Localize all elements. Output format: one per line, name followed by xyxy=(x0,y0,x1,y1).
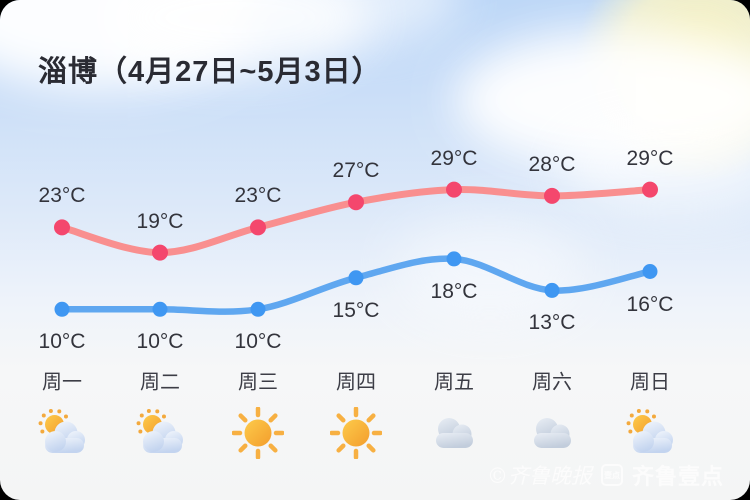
high-temp-label: 19°C xyxy=(136,209,184,233)
high-temp-point xyxy=(152,244,168,261)
day-label: 周六 xyxy=(532,371,572,394)
high-temp-point xyxy=(348,194,364,211)
cloudy-icon xyxy=(428,407,480,459)
low-temp-label: 10°C xyxy=(38,330,86,354)
day-label: 周五 xyxy=(434,371,474,394)
low-temp-label: 16°C xyxy=(626,292,674,316)
high-temp-point xyxy=(54,219,70,236)
partly-sunny-icon xyxy=(36,407,88,459)
low-temp-point xyxy=(544,282,560,298)
low-temp-label: 10°C xyxy=(136,330,184,354)
day-label: 周三 xyxy=(238,371,278,394)
high-temp-point xyxy=(250,219,266,236)
page-title: 淄博（4月27日~5月3日） xyxy=(38,56,382,88)
high-temp-point xyxy=(544,187,560,204)
watermark-brand-name: 齐鲁壹点 xyxy=(631,464,724,489)
high-temp-label: 23°C xyxy=(38,184,86,208)
watermark-press-name: ©齐鲁晚报 xyxy=(486,464,592,488)
high-temp-point xyxy=(446,181,462,198)
low-temp-point xyxy=(54,301,70,317)
low-temp-label: 13°C xyxy=(528,311,576,335)
partly-sunny-icon xyxy=(134,407,186,459)
sunny-icon xyxy=(329,406,383,460)
low-temp-label: 15°C xyxy=(332,298,380,322)
cloud-decoration xyxy=(560,120,750,215)
day-label: 周二 xyxy=(140,371,180,394)
high-temp-label: 23°C xyxy=(234,184,282,208)
low-temp-point xyxy=(348,270,364,286)
low-temp-point xyxy=(152,301,168,317)
high-temp-label: 29°C xyxy=(626,146,674,170)
partly-sunny-icon xyxy=(624,407,676,459)
high-temp-label: 27°C xyxy=(332,159,380,183)
day-label: 周日 xyxy=(630,371,670,394)
low-temp-label: 10°C xyxy=(234,330,282,354)
day-label: 周四 xyxy=(336,371,376,394)
day-label: 周一 xyxy=(42,371,82,394)
high-temp-label: 29°C xyxy=(430,146,478,170)
low-temp-point xyxy=(446,251,462,267)
cloudy-icon xyxy=(526,407,578,459)
watermark: ©齐鲁晚报 壹点 齐鲁壹点 xyxy=(487,459,724,491)
sunny-icon xyxy=(231,406,285,460)
low-temp-label: 18°C xyxy=(430,279,478,303)
low-temp-point xyxy=(250,301,266,317)
high-temp-point xyxy=(642,181,658,198)
low-temp-point xyxy=(642,264,658,279)
yidian-logo-icon: 壹点 xyxy=(600,464,623,486)
high-temp-label: 28°C xyxy=(528,152,576,176)
